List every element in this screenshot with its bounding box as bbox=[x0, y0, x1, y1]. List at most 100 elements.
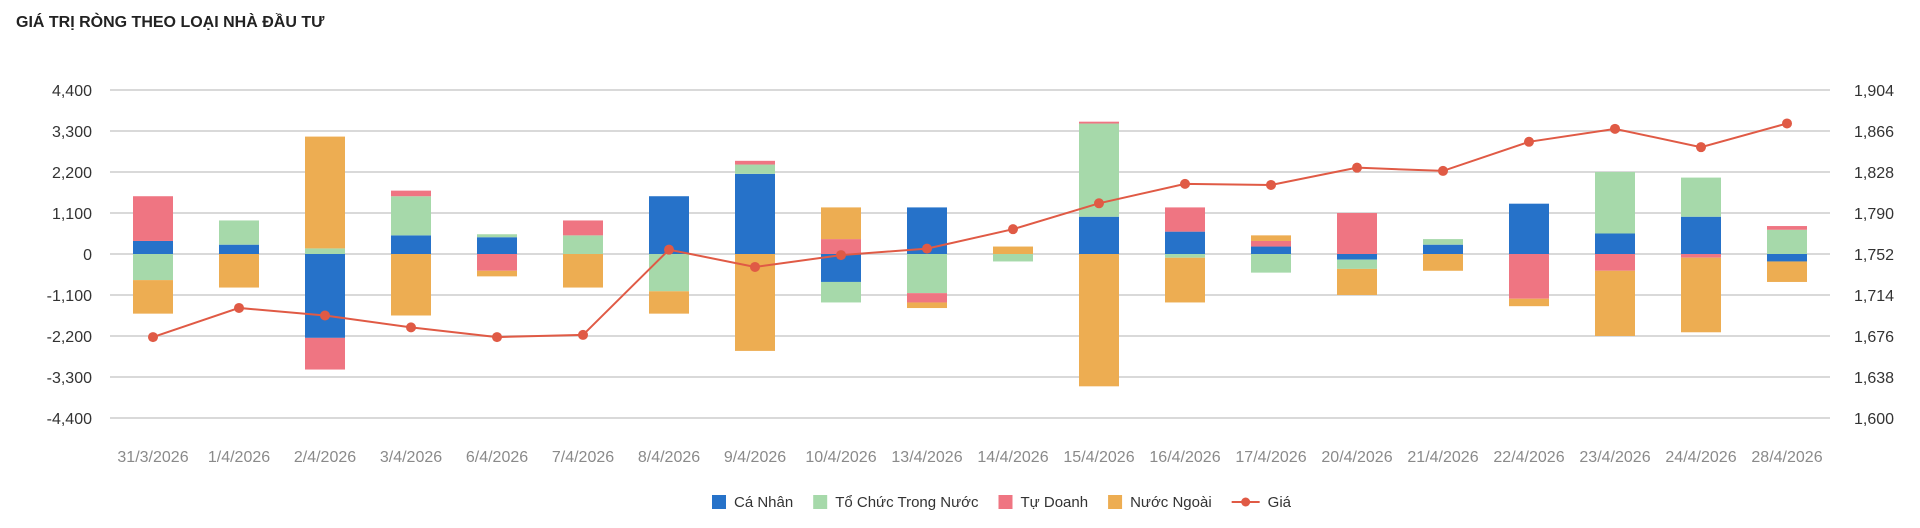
x-tick-label: 17/4/2026 bbox=[1235, 449, 1306, 466]
price-point bbox=[922, 243, 932, 254]
legend-label: Cá Nhân bbox=[734, 494, 793, 511]
price-point bbox=[1180, 178, 1190, 189]
bar-segment bbox=[1509, 203, 1549, 254]
bar-segment bbox=[1681, 254, 1721, 258]
x-tick-label: 2/4/2026 bbox=[294, 449, 356, 466]
bar-segment bbox=[1767, 254, 1807, 262]
x-tick-label: 31/3/2026 bbox=[117, 449, 188, 466]
bar-segment bbox=[305, 136, 345, 249]
price-point bbox=[320, 310, 330, 321]
left-tick-label: -1,100 bbox=[47, 288, 92, 305]
x-tick-label: 21/4/2026 bbox=[1407, 449, 1478, 466]
bar-segment bbox=[993, 246, 1033, 254]
legend: Cá Nhân Tổ Chức Trong Nước Tự Doanh Nước Ng… bbox=[712, 494, 1292, 511]
bar-segment bbox=[563, 235, 603, 254]
right-tick-label: 1,790 bbox=[1854, 206, 1894, 223]
right-tick-label: 1,600 bbox=[1854, 411, 1894, 428]
legend-line-marker bbox=[1241, 497, 1251, 507]
x-tick-label: 7/4/2026 bbox=[552, 449, 614, 466]
bar-segment bbox=[907, 293, 947, 303]
right-tick-label: 1,638 bbox=[1854, 370, 1894, 387]
bar-segment bbox=[993, 254, 1033, 262]
bar-segment bbox=[1165, 254, 1205, 258]
bar-segment bbox=[563, 220, 603, 236]
bar-segment bbox=[649, 196, 689, 254]
bar-segment bbox=[477, 237, 517, 254]
right-tick-label: 1,676 bbox=[1854, 329, 1894, 346]
bar-segment bbox=[391, 196, 431, 236]
x-tick-label: 16/4/2026 bbox=[1149, 449, 1220, 466]
bar-segment bbox=[133, 196, 173, 241]
left-tick-label: 3,300 bbox=[52, 124, 92, 141]
bar-segment bbox=[1337, 259, 1377, 269]
bar-segment bbox=[477, 270, 517, 277]
price-point bbox=[1782, 118, 1792, 129]
price-point bbox=[750, 261, 760, 272]
x-tick-label: 9/4/2026 bbox=[724, 449, 786, 466]
legend-swatch bbox=[1108, 495, 1123, 509]
right-axis-ticks: 1,904 1,866 1,828 1,790 1,752 1,714 1,676 1,638… bbox=[1854, 83, 1894, 428]
bar-segment bbox=[649, 254, 689, 292]
bar-segment bbox=[1337, 268, 1377, 295]
bar-segment bbox=[1767, 261, 1807, 282]
bar-segment bbox=[305, 254, 345, 338]
bar-segment bbox=[219, 244, 259, 254]
chart-title: GIÁ TRỊ RÒNG THEO LOẠI NHÀ ĐẦU TƯ bbox=[16, 14, 325, 31]
bar-segment bbox=[1509, 298, 1549, 307]
bar-segment bbox=[1681, 177, 1721, 217]
bar-segment bbox=[1165, 257, 1205, 303]
price-point bbox=[1094, 198, 1104, 209]
price-line-path bbox=[152, 122, 1788, 339]
bar-segment bbox=[735, 160, 775, 165]
bar-segment bbox=[477, 234, 517, 238]
price-point bbox=[1266, 179, 1276, 190]
x-tick-label: 28/4/2026 bbox=[1751, 449, 1822, 466]
x-tick-label: 8/4/2026 bbox=[638, 449, 700, 466]
legend-label: Tự Doanh bbox=[1021, 494, 1089, 511]
bar-segment bbox=[133, 240, 173, 254]
bar-segment bbox=[1165, 231, 1205, 254]
price-point bbox=[1610, 123, 1620, 134]
bar-segment bbox=[1681, 216, 1721, 254]
right-tick-label: 1,866 bbox=[1854, 124, 1894, 141]
bar-segment bbox=[1079, 121, 1119, 124]
x-axis-ticks: 31/3/2026 1/4/2026 2/4/2026 3/4/2026 6/4/202… bbox=[117, 449, 1822, 466]
bar-segment bbox=[1767, 229, 1807, 254]
legend-label: Nước Ngoài bbox=[1130, 494, 1212, 511]
price-point bbox=[1524, 136, 1534, 147]
left-tick-label: 1,100 bbox=[52, 206, 92, 223]
bar-segment bbox=[821, 207, 861, 240]
legend-swatch bbox=[998, 495, 1013, 509]
left-axis-ticks: 4,400 3,300 2,200 1,100 0 -1,100 -2,200 -3,300 -… bbox=[47, 83, 92, 428]
legend-swatch bbox=[813, 495, 828, 509]
bar-segment bbox=[391, 235, 431, 254]
bar-segment bbox=[477, 254, 517, 271]
bar-segment bbox=[219, 220, 259, 245]
bar-segment bbox=[133, 280, 173, 314]
bar-segment bbox=[1165, 207, 1205, 232]
bar-segment bbox=[1251, 240, 1291, 247]
bar-segment bbox=[821, 239, 861, 254]
price-point bbox=[836, 250, 846, 261]
price-point bbox=[1438, 165, 1448, 176]
price-line bbox=[148, 118, 1792, 343]
left-tick-label: 0 bbox=[83, 247, 92, 264]
bar-segment bbox=[1595, 233, 1635, 254]
x-tick-label: 3/4/2026 bbox=[380, 449, 442, 466]
price-point bbox=[578, 329, 588, 340]
x-tick-label: 10/4/2026 bbox=[805, 449, 876, 466]
price-point bbox=[1352, 162, 1362, 173]
left-tick-label: -2,200 bbox=[47, 329, 92, 346]
bar-segment bbox=[1337, 213, 1377, 254]
bar-segment bbox=[305, 337, 345, 370]
bar-segment bbox=[1251, 254, 1291, 273]
x-tick-label: 1/4/2026 bbox=[208, 449, 270, 466]
bar-segment bbox=[649, 291, 689, 314]
bar-segment bbox=[1595, 270, 1635, 336]
bars bbox=[133, 121, 1807, 387]
bar-segment bbox=[1423, 244, 1463, 254]
right-tick-label: 1,752 bbox=[1854, 247, 1894, 264]
bar-segment bbox=[1509, 254, 1549, 299]
price-point bbox=[664, 244, 674, 255]
right-tick-label: 1,828 bbox=[1854, 165, 1894, 182]
